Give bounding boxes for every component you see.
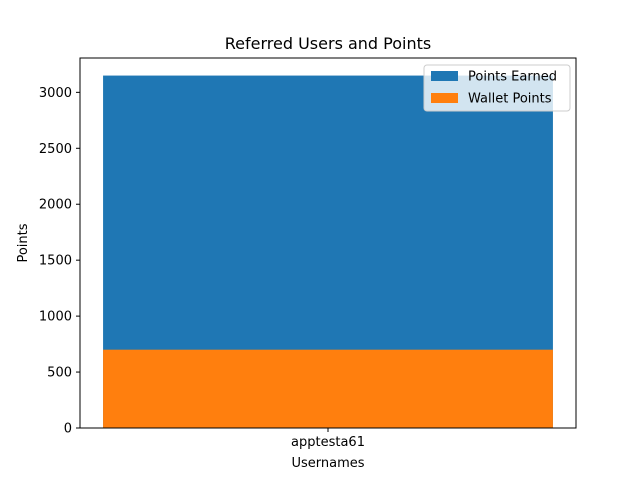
y-tick-label: 3000: [39, 86, 72, 101]
y-tick-label: 1000: [39, 310, 72, 325]
x-axis: apptesta61: [291, 428, 365, 450]
y-tick-label: 2500: [39, 142, 72, 157]
y-tick-label: 500: [47, 366, 72, 381]
legend: Points Earned Wallet Points: [423, 64, 571, 112]
bars-layer: [103, 75, 553, 429]
y-tick-label: 0: [64, 422, 72, 437]
y-tick-label: 1500: [39, 254, 72, 269]
chart-title: Referred Users and Points: [225, 34, 431, 53]
bar-wallet-points-apptesta61: [103, 349, 553, 428]
y-axis: 0 500 1000 1500 2000 2500 3000: [39, 86, 80, 437]
legend-label: Wallet Points: [468, 92, 552, 107]
legend-swatch: [431, 71, 458, 81]
y-tick-label: 2000: [39, 198, 72, 213]
legend-box: [423, 64, 571, 112]
x-tick-label: apptesta61: [291, 435, 365, 450]
x-axis-label: Usernames: [291, 456, 364, 471]
legend-swatch: [431, 93, 458, 103]
y-axis-label: Points: [16, 223, 31, 262]
legend-label: Points Earned: [468, 70, 557, 85]
